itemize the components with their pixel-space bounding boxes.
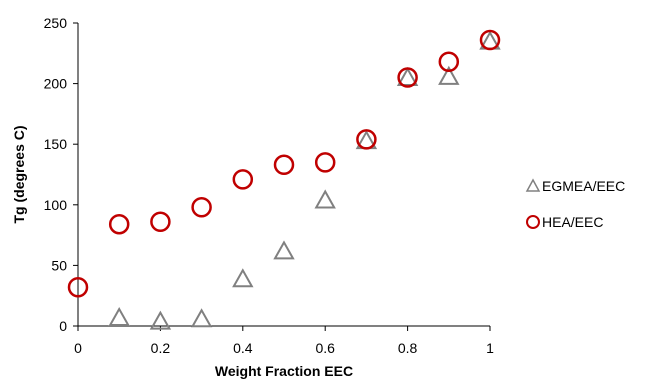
data-point-triangle bbox=[314, 189, 336, 209]
legend-item: HEA/EEC bbox=[526, 214, 603, 230]
series-egmea-eec bbox=[108, 30, 501, 330]
axes bbox=[73, 22, 491, 331]
x-tick-label: 1 bbox=[486, 340, 494, 356]
x-tick-label: 0.2 bbox=[151, 340, 171, 356]
x-tick-label: 0.4 bbox=[233, 340, 253, 356]
data-point-circle bbox=[356, 129, 377, 150]
y-tick-label: 100 bbox=[44, 197, 68, 213]
legend-circle-icon bbox=[526, 215, 540, 229]
data-point-circle bbox=[191, 196, 212, 218]
x-tick-label: 0.6 bbox=[315, 340, 335, 356]
data-point-circle bbox=[397, 67, 418, 88]
legend-triangle-icon bbox=[525, 178, 541, 192]
legend-label: HEA/EEC bbox=[542, 214, 603, 230]
data-point-circle bbox=[479, 29, 501, 51]
data-point-circle bbox=[108, 213, 130, 235]
data-point-circle bbox=[314, 152, 336, 173]
data-point-triangle bbox=[190, 308, 213, 328]
legend-item: EGMEA/EEC bbox=[525, 178, 625, 194]
data-point-triangle bbox=[232, 268, 254, 288]
legend-label: EGMEA/EEC bbox=[542, 178, 625, 194]
data-point-triangle bbox=[396, 67, 419, 87]
y-tick-label: 0 bbox=[59, 318, 67, 334]
tick-labels: 0 50 100 150 200 250 0 0.2 0.4 0.6 0.8 1 bbox=[44, 15, 494, 356]
series-hea-eec bbox=[67, 29, 501, 298]
data-point-circle bbox=[150, 211, 171, 233]
y-tick-label: 250 bbox=[44, 15, 68, 31]
y-tick-label: 50 bbox=[51, 257, 67, 273]
data-point-triangle bbox=[149, 310, 172, 330]
x-tick-label: 0 bbox=[74, 340, 82, 356]
data-point-triangle bbox=[108, 306, 130, 327]
data-point-circle bbox=[67, 276, 89, 298]
x-tick-label: 0.8 bbox=[398, 340, 418, 356]
data-points bbox=[67, 29, 501, 330]
y-tick-label: 150 bbox=[44, 136, 68, 152]
data-point-circle bbox=[273, 154, 295, 176]
x-axis-label: Weight Fraction EEC bbox=[215, 363, 353, 379]
data-point-triangle bbox=[273, 240, 295, 260]
legend: EGMEA/EEC HEA/EEC bbox=[525, 178, 625, 230]
data-point-circle bbox=[232, 169, 254, 190]
y-axis-label: Tg (degrees C) bbox=[11, 125, 27, 223]
data-point-circle bbox=[438, 51, 460, 73]
y-tick-label: 200 bbox=[44, 76, 68, 92]
data-point-triangle bbox=[438, 65, 460, 85]
